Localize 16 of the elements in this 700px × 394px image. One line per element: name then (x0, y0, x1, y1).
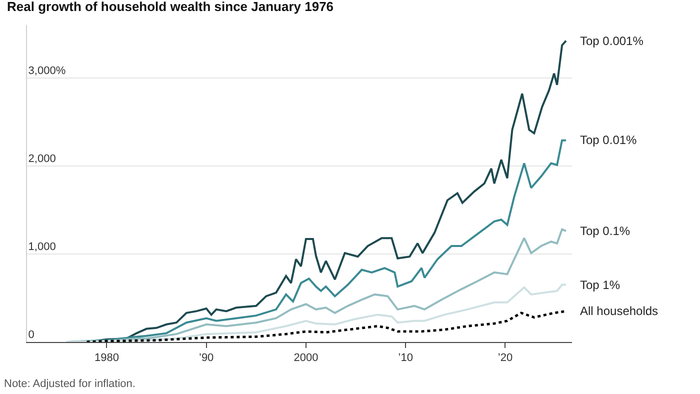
y-tick-label: 1,000 (28, 241, 56, 254)
chart-title: Real growth of household wealth since January 1976 (7, 0, 334, 14)
y-tick-label: 2,000 (28, 153, 56, 166)
y-tick-label: 0 (28, 329, 34, 342)
text: Note: Adjusted for inflation. (4, 378, 136, 390)
series-label: Top 0.01% (580, 133, 638, 147)
x-tick-label: 1980 (94, 352, 119, 364)
x-tick-label: ’20 (498, 352, 513, 364)
series-label: Top 0.001% (580, 34, 644, 48)
y-tick-label: 3,000% (28, 64, 66, 77)
x-tick-label: ’10 (398, 352, 413, 364)
series-label: All households (580, 304, 658, 318)
series-label: Top 1% (580, 278, 620, 292)
series-label: Top 0.1% (580, 224, 630, 238)
x-tick-label: ’90 (198, 352, 214, 364)
x-tick-label: 2000 (294, 352, 318, 364)
